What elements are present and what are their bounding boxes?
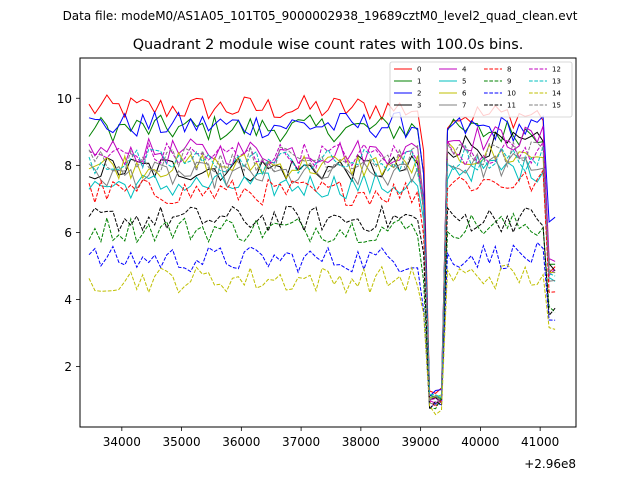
x-tick-label: 38000 (342, 435, 380, 449)
legend-label-6: 6 (462, 90, 467, 98)
suptitle: Data file: modeM0/AS1A05_101T05_90000029… (63, 9, 578, 23)
legend-box (389, 61, 573, 118)
x-axis: 34000 35000 36000 37000 38000 39000 40000 41000 (103, 427, 559, 449)
y-axis: 2 4 6 8 10 (57, 92, 80, 374)
series-line-2 (88, 110, 556, 398)
series-line-9 (88, 212, 556, 410)
legend-label-5: 5 (462, 78, 466, 86)
legend-label-9: 9 (507, 78, 511, 86)
legend-label-11: 11 (507, 102, 516, 110)
legend-label-10: 10 (507, 90, 516, 98)
x-tick-label: 39000 (402, 435, 440, 449)
x-tick-label: 34000 (103, 435, 141, 449)
series-line-11 (88, 204, 556, 411)
series-line-13 (88, 144, 556, 399)
legend-label-4: 4 (462, 66, 467, 74)
legend-label-14: 14 (552, 90, 561, 98)
chart-title: Quadrant 2 module wise count rates with … (133, 37, 524, 53)
legend-label-0: 0 (417, 66, 421, 74)
series-line-14 (88, 264, 556, 416)
legend-label-7: 7 (462, 102, 466, 110)
series-line-7 (88, 152, 556, 404)
x-tick-label: 37000 (282, 435, 320, 449)
plot-lines (88, 94, 556, 416)
legend-label-3: 3 (417, 102, 421, 110)
y-tick-label: 6 (64, 226, 72, 240)
x-tick-label: 35000 (162, 435, 200, 449)
series-line-8 (88, 168, 556, 408)
legend-label-15: 15 (552, 102, 561, 110)
legend-label-1: 1 (417, 78, 421, 86)
legend-label-8: 8 (507, 66, 511, 74)
series-line-10 (88, 241, 556, 410)
series-line-5 (88, 154, 556, 399)
y-tick-label: 10 (57, 92, 72, 106)
series-line-3 (88, 131, 556, 405)
series-line-15 (88, 140, 556, 406)
series-line-1 (88, 114, 556, 400)
series-line-4 (88, 125, 556, 404)
y-tick-label: 2 (64, 360, 72, 374)
legend-label-13: 13 (552, 78, 561, 86)
legend-label-2: 2 (417, 90, 421, 98)
x-tick-label: 41000 (521, 435, 559, 449)
series-line-0 (88, 94, 556, 394)
x-tick-label: 40000 (461, 435, 499, 449)
legend-label-12: 12 (552, 66, 561, 74)
axes-frame (79, 57, 577, 428)
y-tick-label: 4 (64, 293, 72, 307)
y-tick-label: 8 (64, 159, 72, 173)
x-offset-label: +2.96e8 (524, 457, 576, 471)
x-tick-label: 36000 (222, 435, 260, 449)
